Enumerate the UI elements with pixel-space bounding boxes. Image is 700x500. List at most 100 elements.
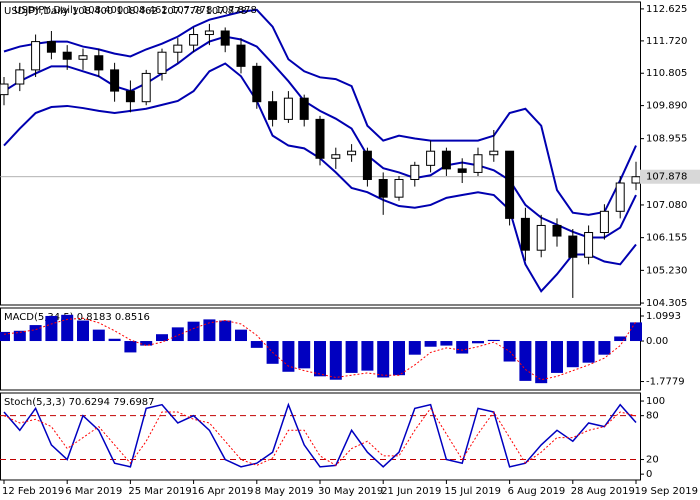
candle-body <box>315 118 325 159</box>
candle-body <box>520 217 530 251</box>
candle-body <box>362 150 372 180</box>
x-tick-label: 8 May 2019 <box>255 486 314 497</box>
candle-body <box>584 232 594 258</box>
candle-body <box>157 51 167 74</box>
x-tick-label: 16 Apr 2019 <box>192 486 254 497</box>
candle-body <box>94 55 104 71</box>
macd-bar <box>0 331 10 342</box>
macd-bar <box>345 341 358 373</box>
candle-body <box>473 154 483 173</box>
panel-frame <box>0 1 641 306</box>
candle-body <box>220 30 230 46</box>
band-line <box>3 8 637 216</box>
macd-bar <box>519 341 532 381</box>
macd-bar <box>487 339 500 342</box>
macd-bar <box>156 334 168 342</box>
panel-title: Stoch(5,3,3) 70.6294 79.6987 <box>4 397 155 408</box>
candle-body <box>78 55 88 60</box>
y-tick-label: 107.080 <box>646 200 687 211</box>
macd-bar <box>298 341 311 369</box>
y-tick-label: 110.805 <box>646 68 687 79</box>
candle-body <box>268 101 278 120</box>
macd-bar <box>140 341 153 346</box>
macd-bar <box>566 341 579 368</box>
candle-body <box>141 72 151 103</box>
candle-body <box>426 150 436 166</box>
candle-body <box>46 41 56 53</box>
macd-bar <box>77 320 89 342</box>
candle-body <box>536 224 546 251</box>
macd-bar <box>108 338 121 342</box>
y-tick-label: 105.230 <box>646 265 687 276</box>
x-tick-label: 6 Mar 2019 <box>65 486 122 497</box>
x-tick-label: 6 Aug 2019 <box>508 486 566 497</box>
band-line <box>3 35 637 239</box>
panel-title: MACD(5,34,5) 0.8183 0.8516 <box>4 312 150 323</box>
x-tick-label: 19 Sep 2019 <box>635 486 698 497</box>
candle-body <box>378 178 388 198</box>
macd-bar <box>377 341 390 378</box>
candle-body <box>62 51 72 60</box>
macd-bar <box>219 320 232 342</box>
candle-body <box>204 30 214 36</box>
macd-bar <box>582 341 595 363</box>
x-tick-label: 30 May 2019 <box>318 486 383 497</box>
x-tick-label: 12 Feb 2019 <box>2 486 64 497</box>
candle-body <box>110 69 120 92</box>
y-tick-label: 106.155 <box>646 233 687 244</box>
candle-body <box>457 168 467 173</box>
signal-line <box>3 317 637 381</box>
y-tick-label: 111.720 <box>646 36 687 47</box>
y-tick-label: -1.7779 <box>646 377 685 388</box>
macd-bar <box>393 341 405 376</box>
macd-bar <box>551 341 563 373</box>
candle-body <box>173 44 183 53</box>
macd-bar <box>456 341 469 354</box>
macd-bar <box>314 341 326 377</box>
x-tick-label: 21 Jun 2019 <box>381 486 441 497</box>
candle-body <box>347 150 357 156</box>
x-tick-label: 15 Jul 2019 <box>444 486 501 497</box>
macd-bar <box>45 315 58 342</box>
macd-bar <box>92 329 105 342</box>
y-tick-label: 108.955 <box>646 134 687 145</box>
candle-body <box>125 90 135 103</box>
stoch-main-line <box>3 402 637 468</box>
macd-bar <box>408 341 421 355</box>
macd-bar <box>361 341 374 371</box>
stoch-signal-line <box>3 407 637 467</box>
candle-body <box>489 150 499 156</box>
y-tick-label: 109.890 <box>646 101 687 112</box>
candle-body <box>410 164 420 180</box>
macd-bar <box>614 336 627 342</box>
candle-body <box>236 44 246 67</box>
y-tick-label: 80 <box>646 411 659 422</box>
y-tick-label: 100 <box>646 396 665 407</box>
candle-body <box>331 154 341 159</box>
macd-bar <box>250 341 263 348</box>
candle-body <box>568 235 578 258</box>
candle-body <box>394 178 404 198</box>
macd-bar <box>424 341 437 347</box>
candle-body <box>441 150 451 170</box>
x-tick-label: 25 Mar 2019 <box>128 486 191 497</box>
x-tick-label: 28 Aug 2019 <box>571 486 635 497</box>
macd-bar <box>598 341 611 355</box>
macd-bar <box>440 341 453 346</box>
y-tick-label: 104.305 <box>646 298 687 309</box>
panel-frame <box>0 307 641 391</box>
y-tick-label: 0 <box>646 469 652 480</box>
candle-body <box>599 210 609 234</box>
candle-body <box>31 41 41 71</box>
candle-body <box>299 97 309 120</box>
panel-title: USDJPY,Daily 108.400 108.462 107.778 107… <box>4 6 247 17</box>
last-price-box <box>640 169 700 184</box>
candle-body <box>283 97 293 120</box>
macd-bar <box>29 325 42 342</box>
macd-bar <box>630 322 642 342</box>
macd-bar <box>203 319 216 342</box>
y-tick-label: 20 <box>646 455 659 466</box>
macd-bar <box>13 330 26 342</box>
candle-body <box>552 224 562 237</box>
